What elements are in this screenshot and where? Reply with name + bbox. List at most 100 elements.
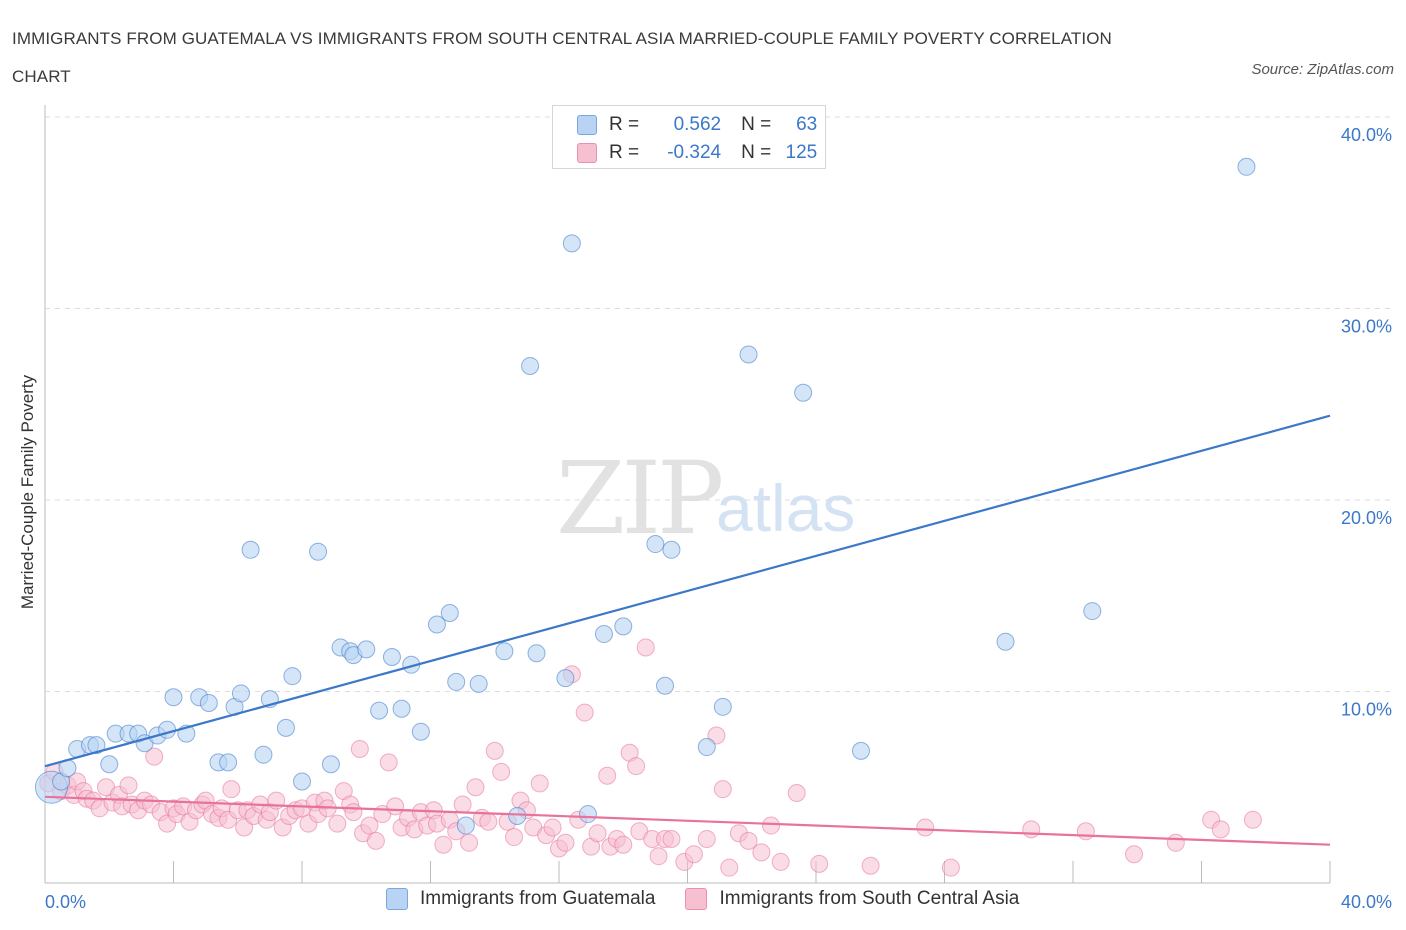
grid-lines [45, 116, 1392, 692]
legend-n-value: 125 [785, 142, 818, 163]
watermark-zip: ZIP [556, 440, 724, 557]
y-tick-label: 10.0% [1341, 700, 1392, 720]
data-point-south-central-asia [861, 856, 880, 875]
data-point-south-central-asia [379, 753, 398, 772]
data-point-south-central-asia [366, 831, 385, 850]
data-point-south-central-asia [713, 780, 732, 799]
data-point-guatemala [370, 701, 389, 720]
y-tick-label: 40.0% [1341, 125, 1392, 145]
y-tick-label: 30.0% [1341, 317, 1392, 337]
legend-item-south-central-asia[interactable]: Immigrants from South Central Asia [685, 888, 1019, 910]
chart-title: IMMIGRANTS FROM GUATEMALA VS IMMIGRANTS … [12, 29, 1112, 86]
data-point-guatemala [739, 345, 758, 364]
x-tick-label: 0.0% [45, 892, 86, 912]
data-point-guatemala [164, 688, 183, 707]
data-point-south-central-asia [453, 795, 472, 814]
data-point-south-central-asia [328, 814, 347, 833]
data-point-south-central-asia [627, 757, 646, 776]
data-point-guatemala [283, 667, 302, 686]
data-point-guatemala [508, 806, 527, 825]
data-point-guatemala [276, 718, 295, 737]
series-guatemala-points [34, 157, 1256, 835]
data-point-south-central-asia [1125, 845, 1144, 864]
data-point-south-central-asia [350, 739, 369, 758]
data-point-south-central-asia [235, 818, 254, 837]
data-point-south-central-asia [662, 829, 681, 848]
data-point-guatemala [309, 542, 328, 561]
trend-lines [44, 414, 1331, 846]
data-point-guatemala [1237, 157, 1256, 176]
data-point-guatemala [254, 745, 273, 764]
data-point-south-central-asia [598, 766, 617, 785]
series-south-central-asia-points [39, 638, 1262, 877]
data-point-guatemala [321, 755, 340, 774]
data-point-south-central-asia [916, 818, 935, 837]
legend-r-label: R = [609, 114, 640, 135]
data-point-guatemala [357, 640, 376, 659]
legend-label-south-central-asia: Immigrants from South Central Asia [719, 888, 1020, 909]
data-point-guatemala [219, 753, 238, 772]
data-point-south-central-asia [614, 835, 633, 854]
data-point-south-central-asia [649, 847, 668, 866]
data-point-south-central-asia [588, 824, 607, 843]
data-point-south-central-asia [466, 778, 485, 797]
data-point-south-central-asia [479, 812, 498, 831]
data-point-south-central-asia [1243, 810, 1262, 829]
legend-label-guatemala: Immigrants from Guatemala [420, 888, 656, 909]
data-point-south-central-asia [434, 835, 453, 854]
legend-item-guatemala[interactable]: Immigrants from Guatemala [386, 888, 655, 910]
data-point-south-central-asia [1076, 822, 1095, 841]
data-point-guatemala [527, 644, 546, 663]
legend-n-value: 63 [796, 114, 818, 135]
source-label: Source: ZipAtlas.com [1251, 61, 1394, 78]
data-point-guatemala [656, 676, 675, 695]
data-point-south-central-asia [485, 741, 504, 760]
y-tick-label: 20.0% [1341, 508, 1392, 528]
legend-swatch-pink [577, 143, 597, 163]
data-point-south-central-asia [941, 858, 960, 877]
data-point-guatemala [996, 632, 1015, 651]
data-point-guatemala [158, 720, 177, 739]
data-point-south-central-asia [505, 828, 524, 847]
data-point-south-central-asia [1211, 820, 1230, 839]
data-point-guatemala [713, 697, 732, 716]
data-point-guatemala [440, 603, 459, 622]
data-point-guatemala [469, 674, 488, 693]
legend-row-south-central-asia: R = -0.324 N = 125 [577, 140, 817, 166]
data-point-south-central-asia [556, 833, 575, 852]
legend-row-guatemala: R = 0.562 N = 63 [577, 112, 817, 138]
data-point-guatemala [392, 699, 411, 718]
data-point-guatemala [293, 772, 311, 791]
correlation-legend: R = 0.562 N = 63 R = -0.324 N = 125 [552, 105, 826, 169]
data-point-guatemala [447, 672, 466, 691]
data-point-south-central-asia [222, 780, 241, 799]
data-point-south-central-asia [360, 816, 379, 835]
data-point-south-central-asia [344, 803, 363, 822]
data-point-guatemala [100, 755, 119, 774]
data-point-guatemala [662, 540, 681, 559]
data-point-south-central-asia [787, 783, 806, 802]
trend-line-south-central-asia [44, 795, 1331, 846]
data-point-guatemala [614, 617, 633, 636]
legend-n-label: N = [741, 114, 772, 135]
axes [44, 105, 1331, 884]
data-point-south-central-asia [575, 703, 594, 722]
legend-r-value: -0.324 [667, 142, 722, 163]
data-point-guatemala [411, 722, 430, 741]
data-point-south-central-asia [460, 833, 479, 852]
data-point-south-central-asia [697, 829, 716, 848]
legend-r-value: 0.562 [673, 114, 722, 135]
data-point-guatemala [199, 693, 218, 712]
data-point-guatemala [697, 738, 716, 757]
data-point-south-central-asia [707, 726, 726, 745]
data-point-south-central-asia [1166, 833, 1185, 852]
x-tick-label: 40.0% [1341, 892, 1392, 912]
data-point-guatemala [427, 615, 446, 634]
trend-line-guatemala [44, 414, 1331, 768]
legend-swatch-blue [386, 888, 408, 910]
watermark-atlas: atlas [716, 471, 856, 545]
legend-n-label: N = [741, 142, 772, 163]
data-point-guatemala [382, 648, 401, 667]
legend-swatch-pink [685, 888, 708, 910]
